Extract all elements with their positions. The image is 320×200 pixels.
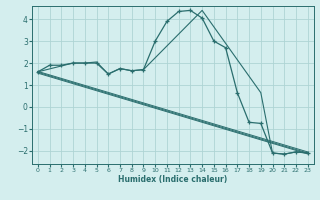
X-axis label: Humidex (Indice chaleur): Humidex (Indice chaleur) — [118, 175, 228, 184]
